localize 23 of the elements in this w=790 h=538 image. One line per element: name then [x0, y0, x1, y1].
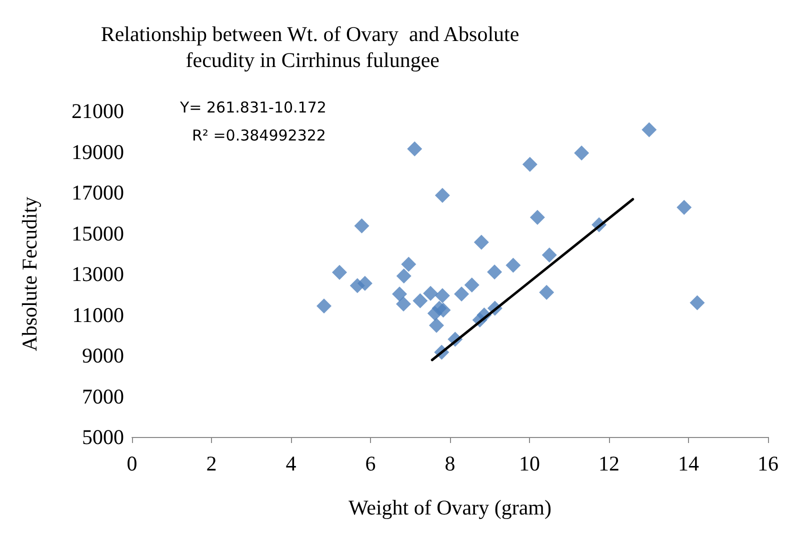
annotation: R² =0.384992322: [192, 126, 326, 144]
y-tick-label: 19000: [72, 140, 124, 164]
y-axis-title: Absolute Fecudity: [18, 196, 42, 352]
x-tick-label: 16: [758, 452, 778, 476]
x-tick-label: 4: [286, 452, 297, 476]
y-tick-label: 7000: [82, 384, 124, 408]
y-tick-label: 17000: [72, 180, 124, 204]
x-axis-title: Weight of Ovary (gram): [348, 496, 552, 520]
x-tick-label: 0: [126, 452, 138, 476]
x-tick-label: 2: [206, 452, 217, 476]
y-tick-label: 15000: [72, 221, 124, 246]
x-tick-label: 12: [598, 452, 620, 476]
chart-title: Relationship between Wt. of Ovary and Absolute fecudity in Cirrhinus fulungee: [100, 22, 520, 72]
x-tick-label: 14: [678, 452, 700, 476]
y-tick-label: 11000: [72, 302, 124, 327]
x-tick-label: 10: [519, 452, 540, 476]
x-tick-label: 8: [444, 452, 456, 476]
y-tick-label: 5000: [82, 425, 124, 449]
annotation: Y= 261.831-10.172: [179, 98, 326, 116]
y-tick-label: 9000: [82, 344, 124, 368]
y-tick-label: 13000: [72, 262, 124, 286]
y-tick-label: 21000: [72, 99, 124, 123]
x-tick-label: 6: [365, 452, 376, 476]
